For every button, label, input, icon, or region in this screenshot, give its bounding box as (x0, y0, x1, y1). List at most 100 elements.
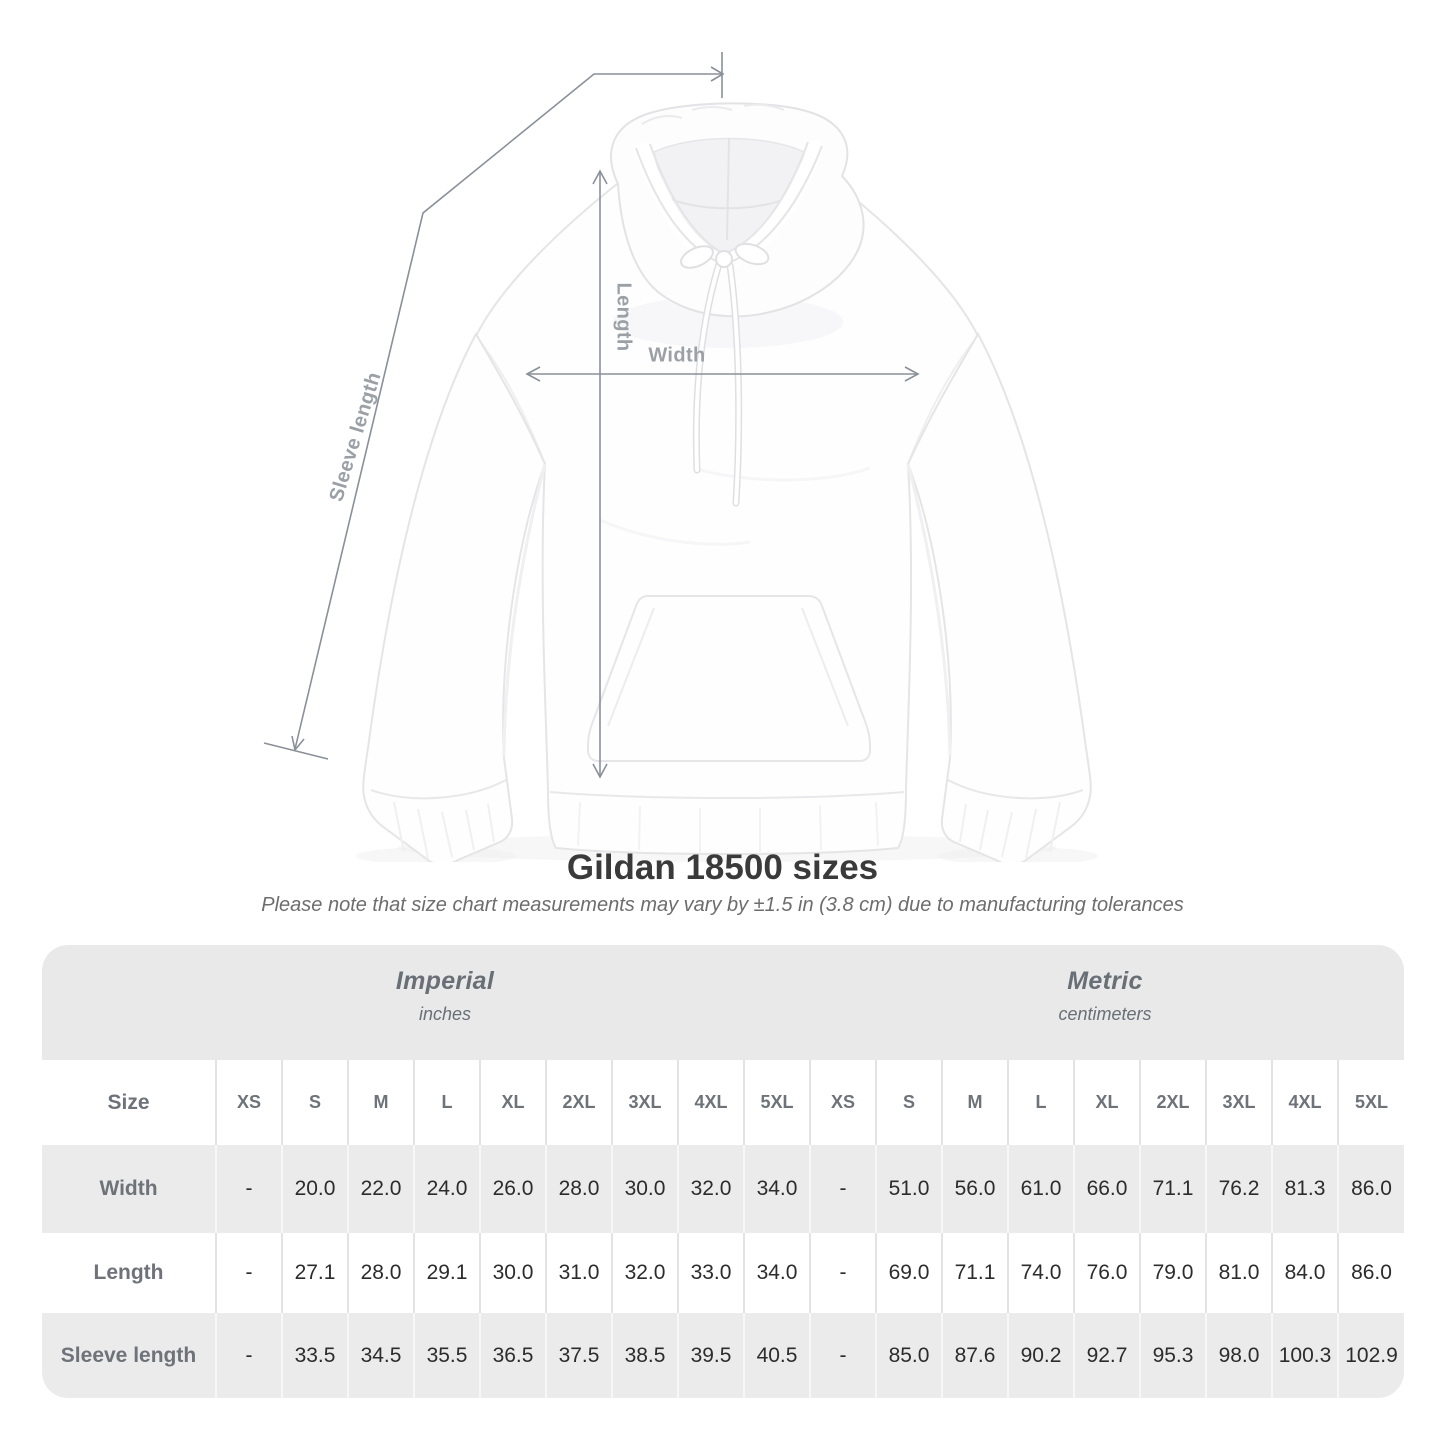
width-label: Width (648, 344, 706, 367)
hood-gathers (641, 103, 785, 125)
chest-shading (613, 296, 843, 348)
size-value: 79.0 (1139, 1233, 1206, 1313)
size-value: 86.0 (1337, 1233, 1404, 1313)
size-header-row: Size XS S M L XL 2XL 3XL 4XL 5XL XS S M L XL 2XL 3XL 4XL 5… (42, 1060, 1404, 1145)
size-value: 102.9 (1337, 1313, 1404, 1398)
bow-knot (715, 250, 733, 268)
size-column-header: XL (479, 1060, 546, 1145)
size-value: - (809, 1313, 876, 1398)
size-value: 81.0 (1205, 1233, 1272, 1313)
row-label: Sleeve length (60, 1343, 197, 1367)
size-value: 92.7 (1073, 1313, 1140, 1398)
hood-rim-right (718, 140, 824, 271)
cuff-ribs-right (959, 801, 1061, 859)
page-title: Gildan 18500 sizes (566, 848, 879, 887)
cuff-ribs-left (393, 801, 495, 859)
size-value: 20.0 (281, 1145, 348, 1233)
size-column-header: L (1007, 1060, 1074, 1145)
size-column-header: S (281, 1060, 348, 1145)
metric-title: Metric (1067, 967, 1143, 995)
size-value: 40.5 (743, 1313, 810, 1398)
size-column-header: 5XL (1337, 1060, 1404, 1145)
size-column-header: XL (1073, 1060, 1140, 1145)
size-column-header: S (875, 1060, 942, 1145)
size-value: 100.3 (1271, 1313, 1338, 1398)
size-value: 33.5 (281, 1313, 348, 1398)
size-value: 61.0 (1007, 1145, 1074, 1233)
sleeve-inner-seam-right (906, 463, 952, 757)
bow-loop-left (680, 245, 714, 269)
hoodie-figure: Sleeve length Length Width (263, 52, 1092, 862)
width-arrowhead-left (525, 366, 541, 382)
size-chart-table: Imperial inches Metric centimeters Size X… (42, 945, 1404, 1398)
drawstring-left (694, 262, 721, 472)
measurement-row: Length -27.1 28.0 29.1 30.0 31.0 32.0 33.0 34.0-… (42, 1233, 1404, 1313)
tolerance-note: Please note that size chart measurements… (261, 894, 1184, 916)
size-value: 90.2 (1007, 1313, 1074, 1398)
sleeve-length-line (294, 73, 722, 750)
size-column-header: M (347, 1060, 414, 1145)
size-value: 33.0 (677, 1233, 744, 1313)
size-value: - (215, 1313, 282, 1398)
size-corner-label: Size (107, 1090, 150, 1114)
size-value: 34.0 (743, 1145, 810, 1233)
size-value: 81.3 (1271, 1145, 1338, 1233)
size-value: 37.5 (545, 1313, 612, 1398)
bow-loop-right (734, 242, 770, 266)
size-column-header: 3XL (1205, 1060, 1272, 1145)
width-arrowhead-right (904, 366, 920, 382)
size-value: 56.0 (941, 1145, 1008, 1233)
measurement-row: Width -20.0 22.0 24.0 26.0 28.0 30.0 32.0 34.0-5… (42, 1145, 1404, 1233)
size-column-header: XS (809, 1060, 876, 1145)
size-value: 28.0 (545, 1145, 612, 1233)
size-value: - (809, 1233, 876, 1313)
sleeve-end-tick-bottom (263, 742, 329, 760)
size-column-header: L (413, 1060, 480, 1145)
size-value: 28.0 (347, 1233, 414, 1313)
metric-group-header: Metric centimeters (806, 967, 1404, 1025)
size-value: 38.5 (611, 1313, 678, 1398)
size-value: 98.0 (1205, 1313, 1272, 1398)
size-value: 34.0 (743, 1233, 810, 1313)
pocket-stitching (607, 607, 849, 727)
size-column-header: 4XL (1271, 1060, 1338, 1145)
cuff-seam-right (947, 779, 1084, 800)
size-value: - (215, 1233, 282, 1313)
length-arrowhead-top (592, 169, 608, 185)
wrinkle (699, 466, 871, 482)
size-value: 32.0 (611, 1233, 678, 1313)
imperial-unit: inches (418, 1004, 472, 1024)
size-value: 74.0 (1007, 1233, 1074, 1313)
size-value: 86.0 (1337, 1145, 1404, 1233)
size-value: 31.0 (545, 1233, 612, 1313)
length-arrowhead-bottom (592, 763, 608, 779)
row-label: Width (99, 1177, 158, 1200)
size-value: 71.1 (1139, 1145, 1206, 1233)
unit-system-band: Imperial inches Metric centimeters (42, 945, 1404, 1060)
size-value: 22.0 (347, 1145, 414, 1233)
kangaroo-pocket (587, 595, 871, 762)
cuff-seam-left (370, 779, 507, 800)
size-value: 26.0 (479, 1145, 546, 1233)
measurement-arrows (263, 52, 920, 779)
row-label: Length (93, 1261, 164, 1284)
size-value: 87.6 (941, 1313, 1008, 1398)
size-grid: Size XS S M L XL 2XL 3XL 4XL 5XL XS S M L XL 2XL 3XL 4XL 5… (42, 1060, 1404, 1398)
size-value: 95.3 (1139, 1313, 1206, 1398)
size-value: 84.0 (1271, 1233, 1338, 1313)
size-column-header: 5XL (743, 1060, 810, 1145)
size-value: 30.0 (479, 1233, 546, 1313)
size-value: - (215, 1145, 282, 1233)
size-column-header: XS (215, 1060, 282, 1145)
imperial-group-header: Imperial inches (42, 967, 848, 1025)
size-value: 76.0 (1073, 1233, 1140, 1313)
size-column-header: 2XL (545, 1060, 612, 1145)
hem-seam (549, 791, 905, 799)
metric-unit: centimeters (1058, 1004, 1152, 1024)
size-column-header: 2XL (1139, 1060, 1206, 1145)
imperial-title: Imperial (395, 967, 495, 995)
size-value: 24.0 (413, 1145, 480, 1233)
size-value: 51.0 (875, 1145, 942, 1233)
size-value: 36.5 (479, 1313, 546, 1398)
